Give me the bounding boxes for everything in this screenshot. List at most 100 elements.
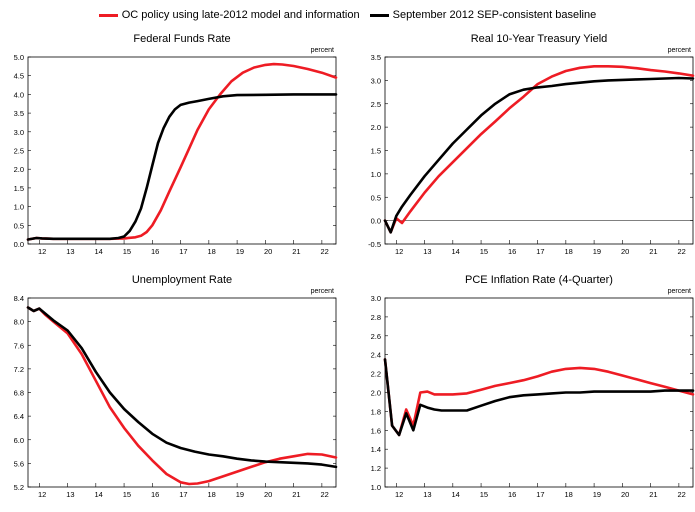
chart-unit-label: percent [311,288,334,295]
y-tick-label: 8.4 [14,294,24,303]
y-tick-label: -0.5 [368,240,381,249]
x-tick-label: 19 [236,490,244,499]
chart-panel-4: PCE Inflation Rate (4-Quarter) percent 1.0… [371,274,695,499]
y-tick-label: 7.2 [14,365,24,374]
x-tick-label: 12 [38,247,46,256]
y-tick-label: 5.6 [14,459,24,468]
x-tick-label: 17 [536,490,544,499]
y-tick-label: 3.0 [371,76,381,85]
x-tick-label: 20 [264,247,272,256]
x-tick-label: 14 [94,247,102,256]
chart-panel-1: Federal Funds Rate percent 0.0 0.5 1.0 1.5 2.0… [14,33,338,256]
x-tick-label: 21 [292,247,300,256]
y-tick-label: 1.6 [371,426,381,435]
chart-title: Federal Funds Rate [133,33,230,45]
plot-frame [27,297,337,488]
y-tick-label: 2.6 [371,332,381,341]
x-tick-label: 12 [395,490,403,499]
x-tick-label: 13 [66,247,74,256]
legend: OC policy using late-2012 model and info… [0,7,695,23]
x-tick-label: 21 [649,490,657,499]
series-line-baseline [383,76,695,234]
y-tick-label: 0.5 [371,193,381,202]
x-tick-label: 17 [179,490,187,499]
y-tick-label: 6.0 [14,436,24,445]
plot-frame [27,56,337,245]
legend-swatch-baseline [369,13,389,17]
y-tick-label: 2.8 [371,313,381,322]
y-tick-label: 0.0 [14,240,24,249]
legend-label-policy: OC policy using late-2012 model and info… [121,9,360,21]
x-tick-label: 22 [321,247,329,256]
x-tick-label: 21 [649,247,657,256]
x-tick-label: 13 [66,490,74,499]
x-tick-label: 14 [451,247,459,256]
x-tick-label: 13 [423,490,431,499]
series-line-policy [383,358,695,437]
y-tick-label: 5.0 [14,53,24,62]
y-tick-label: 0.0 [371,217,381,226]
y-tick-label: 3.0 [14,128,24,137]
x-tick-label: 12 [38,490,46,499]
chart-unit-label: percent [311,47,334,54]
x-tick-label: 15 [123,490,131,499]
chart-unit-label: percent [668,47,691,54]
x-tick-label: 13 [423,247,431,256]
y-tick-label: 1.5 [14,184,24,193]
x-tick-label: 18 [207,490,215,499]
y-tick-label: 1.2 [371,464,381,473]
y-tick-label: 4.5 [14,72,24,81]
chart-title: Real 10-Year Treasury Yield [471,33,608,45]
x-tick-label: 15 [480,490,488,499]
y-tick-label: 5.2 [14,483,24,492]
x-tick-label: 21 [292,490,300,499]
x-tick-label: 18 [207,247,215,256]
y-tick-label: 6.4 [14,412,24,421]
y-tick-label: 2.5 [371,100,381,109]
x-tick-label: 17 [536,247,544,256]
x-tick-label: 22 [321,490,329,499]
y-tick-label: 3.5 [14,109,24,118]
series-line-policy [26,306,338,486]
y-tick-label: 6.8 [14,389,24,398]
y-tick-label: 1.8 [371,407,381,416]
y-tick-label: 3.5 [371,53,381,62]
x-tick-label: 22 [678,490,686,499]
y-tick-label: 7.6 [14,341,24,350]
legend-item-policy: OC policy using late-2012 model and info… [98,9,360,21]
chart-title: PCE Inflation Rate (4-Quarter) [465,274,613,286]
series-line-policy [383,65,695,234]
y-tick-label: 3.0 [371,294,381,303]
x-tick-label: 16 [508,490,516,499]
y-tick-label: 0.5 [14,221,24,230]
y-tick-label: 1.5 [371,147,381,156]
y-tick-label: 2.2 [371,370,381,379]
x-tick-label: 15 [480,247,488,256]
y-tick-label: 8.0 [14,318,24,327]
x-tick-label: 15 [123,247,131,256]
x-tick-label: 19 [593,247,601,256]
x-tick-label: 22 [678,247,686,256]
chart-panel-2: Real 10-Year Treasury Yield percent -0.5 0.… [368,33,695,256]
x-tick-label: 19 [236,247,244,256]
y-tick-label: 1.0 [371,483,381,492]
x-tick-label: 14 [451,490,459,499]
plot-frame [384,56,694,245]
series-line-baseline [26,306,338,469]
series-line-policy [26,62,338,241]
x-tick-label: 17 [179,247,187,256]
x-tick-label: 20 [264,490,272,499]
x-tick-label: 18 [564,490,572,499]
x-tick-label: 20 [621,247,629,256]
chart-title: Unemployment Rate [132,274,232,286]
legend-item-baseline: September 2012 SEP-consistent baseline [369,9,596,21]
y-tick-label: 1.4 [371,445,381,454]
x-tick-label: 19 [593,490,601,499]
y-tick-label: 4.0 [14,90,24,99]
x-tick-label: 16 [151,490,159,499]
y-tick-label: 2.0 [14,165,24,174]
y-tick-label: 2.4 [371,351,381,360]
y-tick-label: 1.0 [14,203,24,212]
x-tick-label: 14 [94,490,102,499]
